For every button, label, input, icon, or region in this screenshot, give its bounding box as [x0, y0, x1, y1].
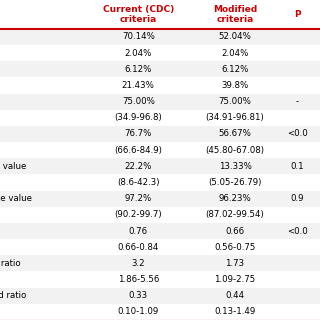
Text: 70.14%: 70.14% [122, 32, 155, 41]
Text: 96.23%: 96.23% [219, 194, 252, 203]
Bar [0, 110, 320, 126]
Bar [0, 174, 320, 191]
Text: 0.9: 0.9 [291, 194, 304, 203]
Text: Negative predictive value: Negative predictive value [0, 194, 32, 203]
Text: 0.13-1.49: 0.13-1.49 [214, 308, 256, 316]
Bar [0, 126, 320, 142]
Text: (34.9-96.8): (34.9-96.8) [114, 113, 162, 122]
Text: 52.04%: 52.04% [219, 32, 252, 41]
Text: 0.10-1.09: 0.10-1.09 [118, 308, 159, 316]
Text: 6.12%: 6.12% [124, 65, 152, 74]
Text: Current (CDC)
criteria: Current (CDC) criteria [103, 5, 174, 24]
Text: (5.05-26.79): (5.05-26.79) [208, 178, 262, 187]
Text: 75.00%: 75.00% [122, 97, 155, 106]
Text: (87.02-99.54): (87.02-99.54) [206, 210, 264, 219]
Text: (45.80-67.08): (45.80-67.08) [205, 146, 265, 155]
Bar [0, 239, 320, 255]
Text: 1.09-2.75: 1.09-2.75 [214, 275, 256, 284]
Bar [0, 223, 320, 239]
Text: 13.33%: 13.33% [219, 162, 252, 171]
Bar [0, 61, 320, 77]
Bar [0, 191, 320, 207]
Bar [0, 304, 320, 320]
Text: Positive likelihood ratio: Positive likelihood ratio [0, 259, 20, 268]
Text: (90.2-99.7): (90.2-99.7) [115, 210, 162, 219]
Text: 2.04%: 2.04% [221, 49, 249, 58]
Text: 1.73: 1.73 [226, 259, 244, 268]
Text: 0.44: 0.44 [226, 291, 244, 300]
Text: 39.8%: 39.8% [221, 81, 249, 90]
Text: (66.6-84.9): (66.6-84.9) [114, 146, 162, 155]
Text: 0.33: 0.33 [129, 291, 148, 300]
Text: 0.1: 0.1 [291, 162, 304, 171]
Text: 97.2%: 97.2% [125, 194, 152, 203]
Text: (34.91-96.81): (34.91-96.81) [206, 113, 264, 122]
Text: 0.66: 0.66 [226, 227, 244, 236]
Text: 6.12%: 6.12% [221, 65, 249, 74]
Bar [0, 142, 320, 158]
Text: -: - [296, 97, 299, 106]
Text: P: P [294, 10, 300, 19]
Bar [0, 158, 320, 174]
Text: 2.04%: 2.04% [124, 49, 152, 58]
Text: Modified
criteria: Modified criteria [213, 5, 257, 24]
Text: Negative likelihood ratio: Negative likelihood ratio [0, 291, 26, 300]
Text: <0.0: <0.0 [287, 130, 308, 139]
Bar [0, 271, 320, 288]
Text: 0.56-0.75: 0.56-0.75 [214, 243, 256, 252]
Text: 0.76: 0.76 [129, 227, 148, 236]
Text: 21.43%: 21.43% [122, 81, 155, 90]
Text: 1.86-5.56: 1.86-5.56 [117, 275, 159, 284]
Text: 22.2%: 22.2% [124, 162, 152, 171]
Text: (8.6-42.3): (8.6-42.3) [117, 178, 160, 187]
Bar [0, 45, 320, 61]
Text: Positive predictive value: Positive predictive value [0, 162, 26, 171]
Text: 0.66-0.84: 0.66-0.84 [117, 243, 159, 252]
Text: 75.00%: 75.00% [219, 97, 252, 106]
Bar [0, 288, 320, 304]
Bar [0, 255, 320, 271]
Text: 56.67%: 56.67% [219, 130, 252, 139]
Text: 3.2: 3.2 [132, 259, 145, 268]
Text: 76.7%: 76.7% [124, 130, 152, 139]
Text: <0.0: <0.0 [287, 227, 308, 236]
Bar [0, 77, 320, 93]
Bar [0, 207, 320, 223]
Bar [0, 93, 320, 110]
Bar [0, 29, 320, 45]
